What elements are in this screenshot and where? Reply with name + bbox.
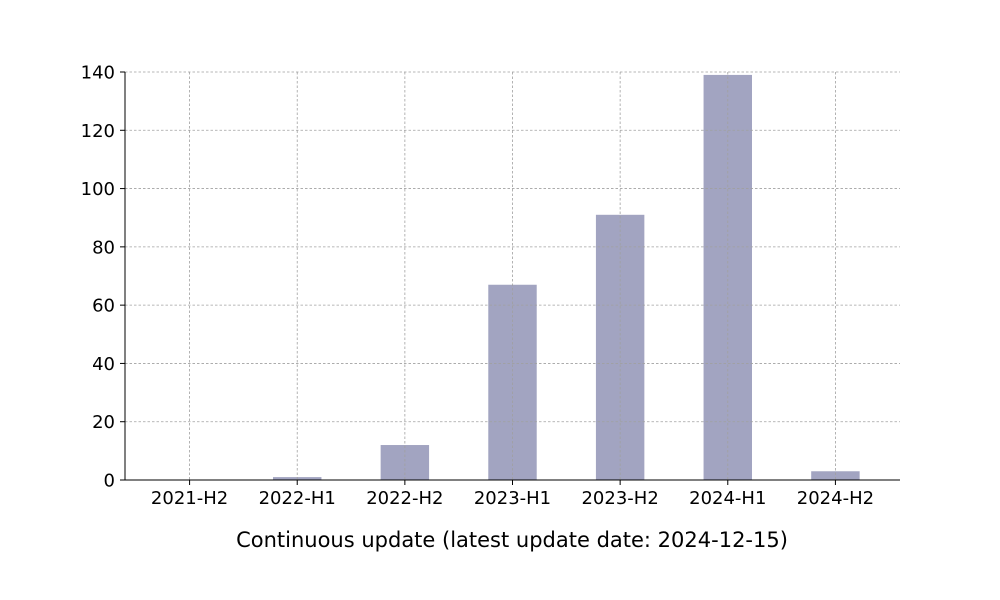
x-tick-label: 2022-H1 (259, 488, 336, 509)
bar-layer (273, 74, 860, 481)
y-tick-label: 40 (92, 354, 115, 375)
grid-layer (125, 71, 900, 481)
y-tick-label: 20 (92, 412, 115, 433)
x-tick-label: 2024-H2 (797, 488, 874, 509)
x-tick-label: 2023-H1 (474, 488, 551, 509)
y-tick-label: 100 (81, 179, 115, 200)
x-tick-label: 2024-H1 (689, 488, 766, 509)
x-axis-title: Continuous update (latest update date: 2… (236, 528, 788, 552)
tick-layer: 0 20 40 60 80 100 120 140 2021-H2 2022-H1 2022-H2 2… (81, 63, 874, 510)
y-tick-label: 120 (81, 121, 115, 142)
y-tick-label: 80 (92, 237, 115, 258)
x-tick-label: 2023-H2 (581, 488, 658, 509)
y-tick-label: 60 (92, 296, 115, 317)
y-tick-label: 140 (81, 63, 115, 84)
bar-2024-H1 (703, 74, 752, 481)
y-tick-label: 0 (104, 471, 115, 492)
x-tick-label: 2021-H2 (151, 488, 228, 509)
x-tick-label: 2022-H2 (366, 488, 443, 509)
bar-2024-H2 (811, 471, 860, 480)
